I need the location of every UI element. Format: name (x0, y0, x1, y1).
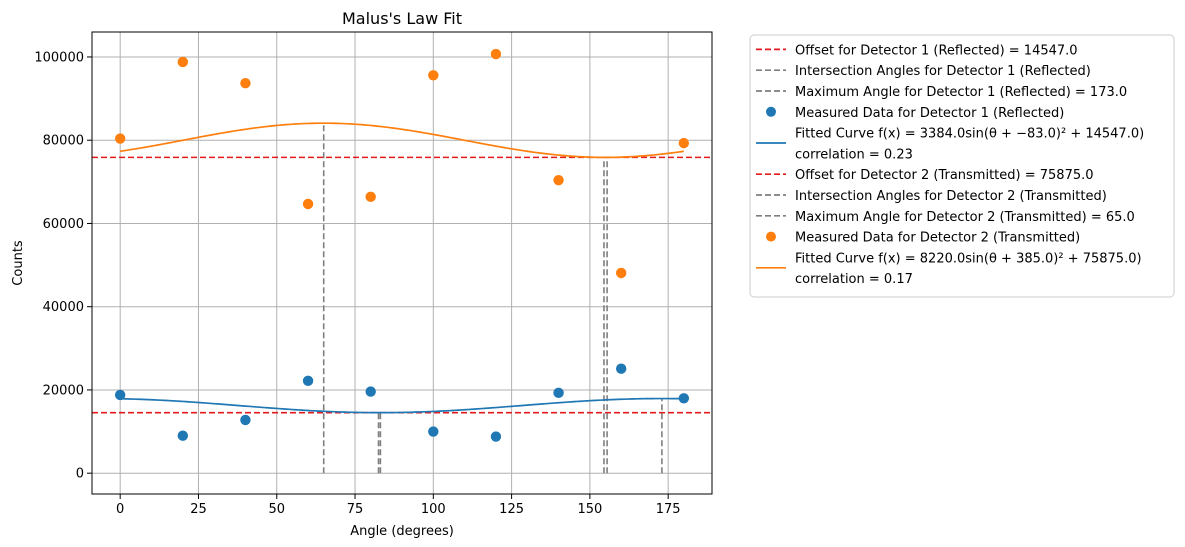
legend-label: correlation = 0.23 (795, 147, 913, 162)
legend-label: Measured Data for Detector 1 (Reflected) (795, 106, 1064, 121)
data-point (490, 431, 502, 442)
legend-label: Maximum Angle for Detector 1 (Reflected)… (795, 85, 1127, 100)
data-point (678, 393, 690, 404)
data-point (114, 133, 126, 144)
plot-frame (91, 31, 713, 495)
y-tick-label: 0 (76, 467, 84, 482)
data-point (177, 56, 189, 68)
x-tick-label: 75 (347, 502, 364, 517)
data-point (365, 386, 376, 397)
fitted-curve (120, 397, 684, 414)
legend-label: correlation = 0.17 (795, 272, 913, 287)
legend-label: Maximum Angle for Detector 2 (Transmitte… (795, 210, 1135, 225)
data-point (302, 198, 314, 210)
fitted-curves (120, 122, 684, 414)
chart-title: Malus's Law Fit (342, 9, 462, 28)
y-tick-label: 80000 (43, 134, 84, 149)
x-tick-label: 150 (577, 502, 602, 517)
data-point (240, 77, 251, 89)
data-point (365, 191, 376, 203)
data-point (114, 389, 126, 401)
data-point (615, 363, 627, 374)
x-tick-label: 100 (421, 502, 446, 517)
y-tick-label: 60000 (43, 217, 84, 232)
x-tick-label: 175 (656, 502, 681, 517)
legend-label: Measured Data for Detector 2 (Transmitte… (795, 231, 1080, 246)
y-ticks: 0 20000 40000 60000 80000 100000 (34, 50, 92, 482)
data-point (615, 267, 627, 279)
grid (92, 32, 712, 494)
y-tick-label: 40000 (43, 300, 84, 315)
legend-frame (749, 34, 1175, 298)
data-point (240, 414, 251, 426)
x-tick-label: 25 (190, 502, 207, 517)
legend-marker (766, 231, 776, 242)
legend-items: Offset for Detector 1 (Reflected) = 1454… (756, 43, 1144, 287)
legend-label: Intersection Angles for Detector 2 (Tran… (795, 189, 1107, 204)
x-tick-label: 125 (499, 502, 524, 517)
fitted-curve (120, 122, 684, 159)
legend-label: Offset for Detector 2 (Transmitted) = 75… (795, 168, 1094, 183)
legend-label: Intersection Angles for Detector 1 (Refl… (795, 64, 1091, 79)
data-point (428, 426, 439, 437)
data-point (553, 387, 564, 399)
x-tick-label: 50 (268, 502, 285, 517)
data-point (490, 48, 502, 60)
data-point (553, 174, 564, 186)
y-tick-label: 100000 (34, 50, 84, 65)
legend-label: Fitted Curve f(x) = 3384.0sin(θ + −83.0)… (795, 127, 1144, 142)
y-axis-label: Counts (11, 240, 26, 286)
legend: Offset for Detector 1 (Reflected) = 1454… (749, 34, 1175, 298)
guide-lines (322, 123, 663, 474)
data-point (678, 137, 690, 149)
data-point (177, 430, 189, 441)
data-point (428, 70, 439, 81)
x-tick-label: 0 (116, 502, 124, 517)
offset-lines (92, 156, 712, 414)
legend-label: Offset for Detector 1 (Reflected) = 1454… (795, 43, 1078, 58)
legend-marker (766, 106, 776, 117)
data-point (302, 375, 314, 386)
x-axis-label: Angle (degrees) (350, 524, 454, 539)
legend-label: Fitted Curve f(x) = 8220.0sin(θ + 385.0)… (795, 251, 1142, 266)
x-ticks: 0 25 50 75 100 125 150 175 (116, 494, 681, 517)
data-points (114, 48, 690, 442)
y-tick-label: 20000 (43, 383, 84, 398)
